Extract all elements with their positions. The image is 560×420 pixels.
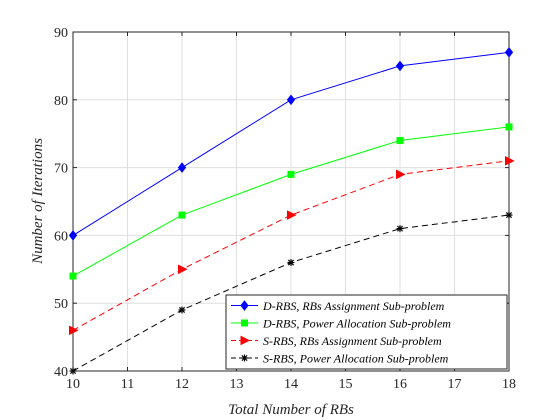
y-tick-label: 90 [54,26,68,41]
data-point [395,60,405,72]
series-2 [69,123,513,280]
x-tick-label: 14 [284,377,298,392]
legend-item: S-RBS, RBs Assignment Sub-problem [231,334,442,348]
y-tick-label: 50 [54,297,68,312]
y-tick-label: 60 [54,229,68,244]
data-point [396,225,404,233]
legend-item: D-RBS, Power Allocation Sub-problem [231,317,451,331]
x-axis-title: Total Number of RBs [228,402,354,418]
asterisk-stroke [69,367,77,375]
data-point [505,156,515,166]
asterisk-stroke [396,225,404,232]
x-tick-label: 17 [448,377,462,392]
data-point [396,169,406,180]
y-tick-labels: 40 50 60 70 80 90 [54,26,68,380]
x-tick-label: 10 [66,377,80,392]
x-tick-label: 11 [121,377,134,392]
series-3 [69,156,515,336]
y-axis-title: Number of Iterations [30,138,46,265]
legend-marker [240,300,249,311]
data-point [505,211,513,219]
data-point [178,211,186,219]
legend-label: S-RBS, RBs Assignment Sub-problem [263,334,442,348]
data-point [178,306,186,314]
y-tick-label: 70 [54,162,68,177]
x-tick-label: 12 [175,377,189,392]
legend-item: D-RBS, RBs Assignment Sub-problem [231,299,445,313]
data-point [287,170,295,178]
legend-marker [241,319,248,327]
legend-label: S-RBS, Power Allocation Sub-problem [263,352,449,366]
asterisk-stroke [178,306,186,314]
data-point [69,367,77,375]
data-point [396,136,404,144]
data-point [287,259,295,267]
legend-marker [241,354,248,362]
legend-label: D-RBS, RBs Assignment Sub-problem [262,299,445,313]
x-tick-label: 18 [502,377,516,392]
legend-marker [240,335,251,346]
y-tick-label: 80 [54,94,68,109]
series-4 [69,211,513,375]
asterisk-stroke [287,259,295,266]
x-tick-labels: 10 11 12 13 14 15 16 17 18 [66,377,516,392]
asterisk-stroke [241,354,248,362]
data-point [69,272,77,280]
y-tick-label: 40 [54,365,68,380]
data-point [287,210,297,220]
data-point [177,162,187,173]
x-tick-label: 16 [393,377,407,392]
x-tick-label: 15 [339,377,353,392]
series-1 [68,47,514,241]
series-line [72,160,510,331]
data-point [68,230,78,241]
data-point [504,47,514,58]
data-point [178,264,188,275]
data-point [286,94,296,106]
data-point [505,123,513,131]
data-point [69,325,79,336]
series-layer [68,47,515,375]
legend-item: S-RBS, Power Allocation Sub-problem [231,352,449,366]
legend-label: D-RBS, Power Allocation Sub-problem [262,317,451,331]
legend-box [225,294,508,370]
x-tick-label: 13 [230,377,244,392]
asterisk-stroke [505,212,513,219]
legend: D-RBS, RBs Assignment Sub-problem D-RBS, … [225,294,508,370]
